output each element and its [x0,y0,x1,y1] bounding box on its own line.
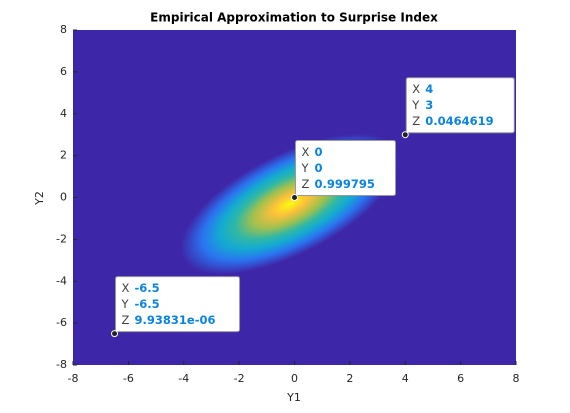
datatip-field: Z [302,177,310,191]
datatip-point [111,330,119,338]
y-tick-label: 2 [60,149,67,162]
datatip-box [115,276,241,333]
y-tick-label: 4 [60,107,67,120]
x-tick-label: 2 [346,372,353,385]
y-tick-label: -2 [56,232,67,245]
x-tick-label: 6 [457,372,464,385]
x-tick-label: -2 [234,372,245,385]
datatip-value: 3 [425,98,433,112]
y-tick-label: -6 [56,316,67,329]
y-tick-label: 8 [60,23,67,36]
x-tick-label: 0 [291,372,298,385]
y-tick-label: -8 [56,358,67,371]
datatip-field: X [412,82,420,96]
datatip-value: -6.5 [135,281,160,295]
datatip-value: 0.999795 [315,177,375,191]
datatip-field: Z [122,313,130,327]
x-tick-label: -8 [68,372,79,385]
x-tick-label: 4 [402,372,409,385]
x-tick-label: -6 [123,372,134,385]
datatip-value: 4 [425,82,433,96]
chart-title: Empirical Approximation to Surprise Inde… [150,11,438,25]
datatip-point [401,131,409,139]
datatip-field: Y [301,161,310,175]
datatip-value: -6.5 [135,297,160,311]
y-tick-label: 6 [60,65,67,78]
datatip-value: 9.93831e-06 [135,313,216,327]
datatip-field: X [122,281,130,295]
datatip-field: X [302,145,310,159]
datatip-box [295,140,396,196]
datatip: X 4Y 3Z 0.0464619 [401,77,515,139]
datatip-value: 0 [315,161,323,175]
datatip: X 0Y 0Z 0.999795 [291,140,396,201]
datatip-value: 0.0464619 [425,114,493,128]
datatip-field: Z [412,114,420,128]
x-axis-label: Y1 [286,391,301,404]
datatip-value: 0 [315,145,323,159]
datatip-point [291,194,298,201]
y-tick-label: -4 [56,274,67,287]
datatip-field: Y [121,297,130,311]
x-tick-label: 8 [513,372,520,385]
datatip: X -6.5 Y -6.5 Z 9.93831e-06 [111,276,241,338]
y-tick-label: 0 [60,191,67,204]
y-axis-label: Y2 [33,191,46,206]
datatip-box [405,77,515,134]
x-tick-label: -4 [178,372,189,385]
datatip-field: Y [411,98,420,112]
